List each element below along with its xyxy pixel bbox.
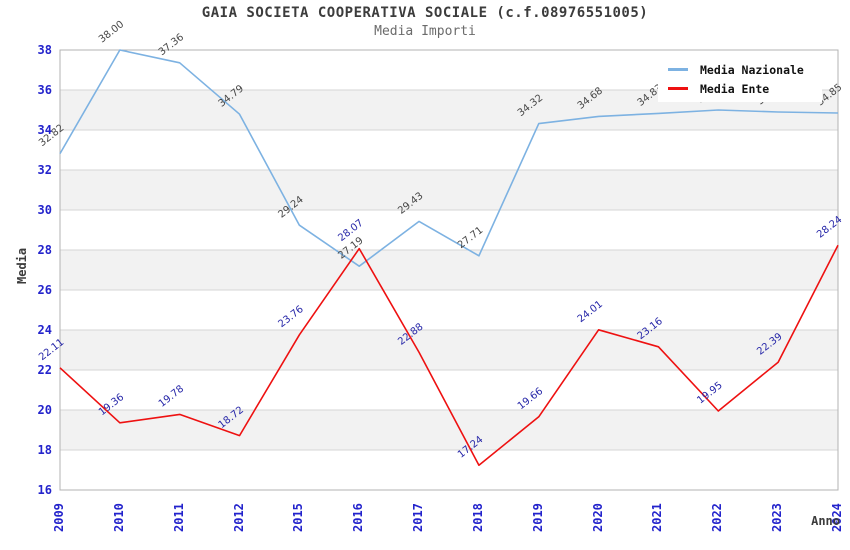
x-tick-label: 2012 [231, 503, 246, 533]
value-label: 28.24 [815, 214, 844, 240]
legend-line-swatch [668, 87, 688, 90]
y-tick-label: 16 [37, 483, 52, 497]
background-band [60, 170, 838, 210]
value-label: 19.78 [157, 383, 186, 409]
x-tick-label: 2020 [590, 503, 605, 533]
legend-label: Media Ente [700, 81, 770, 96]
y-tick-label: 24 [37, 323, 52, 337]
y-axis-title: Media [15, 247, 29, 285]
x-tick-label: 2016 [351, 503, 366, 533]
x-tick-label: 2015 [291, 503, 306, 533]
y-tick-label: 32 [37, 163, 52, 177]
y-tick-label: 34 [37, 123, 52, 137]
x-tick-label: 2017 [411, 503, 426, 533]
chart-header: GAIA SOCIETA COOPERATIVA SOCIALE (c.f.08… [0, 5, 850, 39]
legend-item: Media Ente [668, 79, 822, 98]
x-tick-label: 2021 [650, 503, 665, 533]
y-tick-label: 18 [37, 443, 52, 457]
x-tick-label: 2011 [171, 503, 186, 533]
value-label: 23.76 [276, 304, 305, 330]
y-tick-label: 30 [37, 203, 52, 217]
y-tick-label: 38 [37, 43, 52, 57]
x-tick-label: 2018 [470, 503, 485, 533]
chart-subtitle: Media Importi [374, 24, 476, 39]
series-line-ente [59, 244, 839, 467]
y-tick-label: 28 [37, 243, 52, 257]
legend-line-swatch [668, 68, 688, 71]
x-tick-label: 2022 [710, 503, 725, 533]
legend-label: Media Nazionale [700, 62, 804, 77]
value-label: 37.36 [157, 32, 186, 58]
value-label: 38.00 [97, 19, 126, 45]
legend: Media Nazionale Media Ente [658, 54, 822, 102]
background-band [60, 410, 838, 450]
series-line-nazionale [59, 49, 839, 268]
value-label: 19.66 [516, 386, 545, 412]
chart-title: GAIA SOCIETA COOPERATIVA SOCIALE (c.f.08… [201, 5, 649, 21]
y-tick-label: 20 [37, 403, 52, 417]
y-tick-label: 22 [37, 363, 52, 377]
legend-item: Media Nazionale [668, 60, 822, 79]
x-tick-label: 2019 [530, 503, 545, 533]
background-band [60, 250, 838, 290]
x-tick-label: 2010 [111, 503, 126, 533]
plot-border [59, 49, 839, 491]
x-tick-label: 2023 [770, 503, 785, 533]
y-tick-label: 26 [37, 283, 52, 297]
x-axis-title: Anno [811, 514, 840, 528]
background-band [60, 330, 838, 370]
value-label: 24.01 [576, 299, 605, 325]
x-tick-label: 2009 [52, 503, 66, 533]
y-tick-label: 36 [37, 83, 52, 97]
value-label: 27.71 [456, 225, 485, 251]
